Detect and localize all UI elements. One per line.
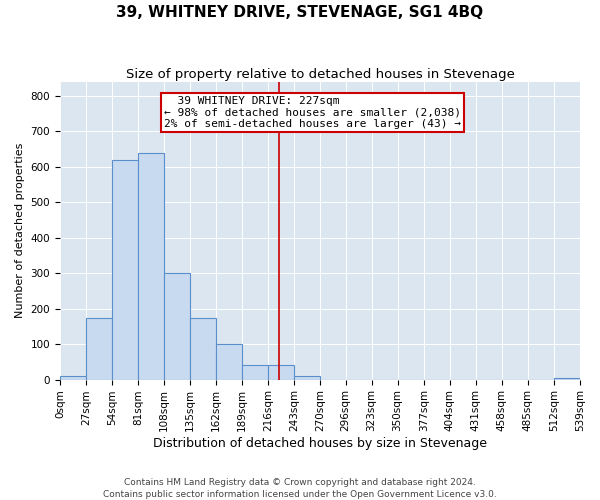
Bar bbox=[268, 366, 295, 380]
Bar bbox=[295, 376, 320, 380]
Bar bbox=[112, 160, 138, 380]
X-axis label: Distribution of detached houses by size in Stevenage: Distribution of detached houses by size … bbox=[153, 437, 487, 450]
Title: Size of property relative to detached houses in Stevenage: Size of property relative to detached ho… bbox=[125, 68, 514, 80]
Bar bbox=[60, 376, 86, 380]
Bar bbox=[138, 152, 164, 380]
Bar bbox=[216, 344, 242, 380]
Bar bbox=[190, 318, 216, 380]
Y-axis label: Number of detached properties: Number of detached properties bbox=[15, 143, 25, 318]
Bar bbox=[554, 378, 580, 380]
Text: 39, WHITNEY DRIVE, STEVENAGE, SG1 4BQ: 39, WHITNEY DRIVE, STEVENAGE, SG1 4BQ bbox=[116, 5, 484, 20]
Bar bbox=[86, 318, 112, 380]
Bar bbox=[164, 273, 190, 380]
Text: Contains HM Land Registry data © Crown copyright and database right 2024.
Contai: Contains HM Land Registry data © Crown c… bbox=[103, 478, 497, 499]
Bar bbox=[242, 366, 268, 380]
Text: 39 WHITNEY DRIVE: 227sqm  
← 98% of detached houses are smaller (2,038)
2% of se: 39 WHITNEY DRIVE: 227sqm ← 98% of detach… bbox=[164, 96, 461, 129]
